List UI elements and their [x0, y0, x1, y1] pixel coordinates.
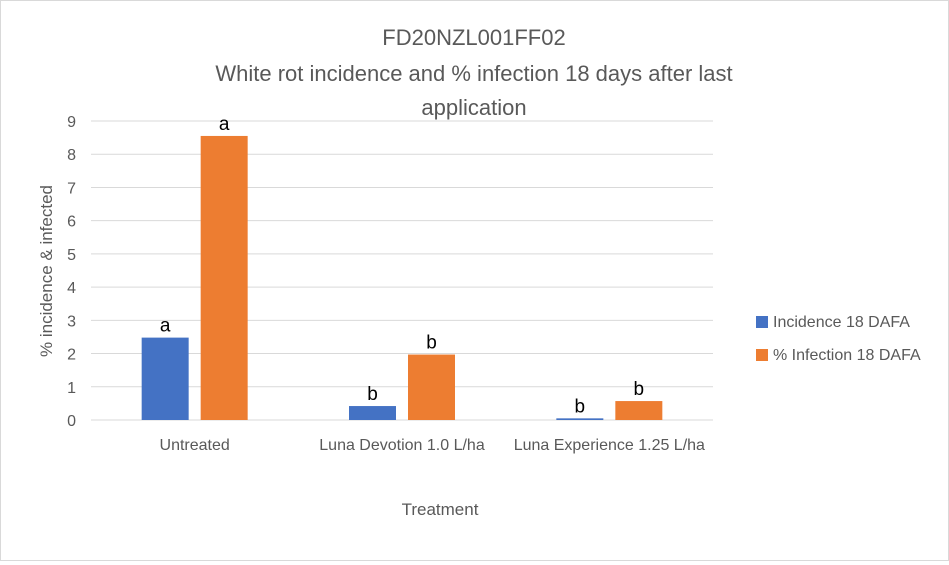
y-axis-ticks: 0 1 2 3 4 5 6 7 8 9 — [67, 114, 76, 430]
chart-subtitle-line-2: application — [421, 95, 526, 120]
bar — [141, 337, 189, 420]
x-tick-label: Untreated — [160, 437, 230, 454]
bar-data-label: b — [634, 379, 645, 400]
bar-data-label: a — [219, 114, 230, 135]
y-tick-label: 0 — [67, 413, 76, 430]
y-tick-label: 8 — [67, 147, 76, 164]
bar — [349, 406, 396, 420]
bar-data-label: a — [160, 316, 171, 337]
y-tick-label: 5 — [67, 247, 76, 264]
x-axis-ticks: Untreated Luna Devotion 1.0 L/ha Luna Expe… — [160, 437, 706, 454]
y-tick-label: 3 — [67, 313, 76, 330]
y-tick-label: 9 — [67, 114, 76, 131]
grid-lines — [91, 120, 713, 421]
x-axis-label: Treatment — [402, 500, 479, 519]
bar-data-label: b — [575, 396, 586, 417]
legend-label: % Infection 18 DAFA — [773, 347, 921, 364]
bar — [615, 401, 663, 420]
y-tick-label: 7 — [67, 180, 76, 197]
bar-data-label: b — [426, 333, 437, 354]
bar — [200, 135, 248, 420]
y-tick-label: 2 — [67, 347, 76, 364]
y-tick-label: 1 — [67, 380, 76, 397]
y-axis-label: % incidence & infected — [37, 185, 56, 357]
x-tick-label: Luna Experience 1.25 L/ha — [514, 437, 705, 454]
legend: Incidence 18 DAFA % Infection 18 DAFA — [756, 314, 921, 364]
x-tick-label: Luna Devotion 1.0 L/ha — [319, 437, 485, 454]
legend-label: Incidence 18 DAFA — [773, 314, 910, 331]
chart-subtitle-line-1: White rot incidence and % infection 18 d… — [215, 61, 732, 86]
bar-data-label: b — [367, 384, 378, 405]
y-tick-label: 4 — [67, 280, 76, 297]
legend-swatch — [756, 349, 768, 361]
chart-title: FD20NZL001FF02 — [382, 25, 565, 50]
bars: a a b b b b — [141, 114, 663, 420]
y-tick-label: 6 — [67, 214, 76, 231]
bar — [408, 354, 455, 420]
bar — [556, 418, 604, 420]
legend-swatch — [756, 316, 768, 328]
